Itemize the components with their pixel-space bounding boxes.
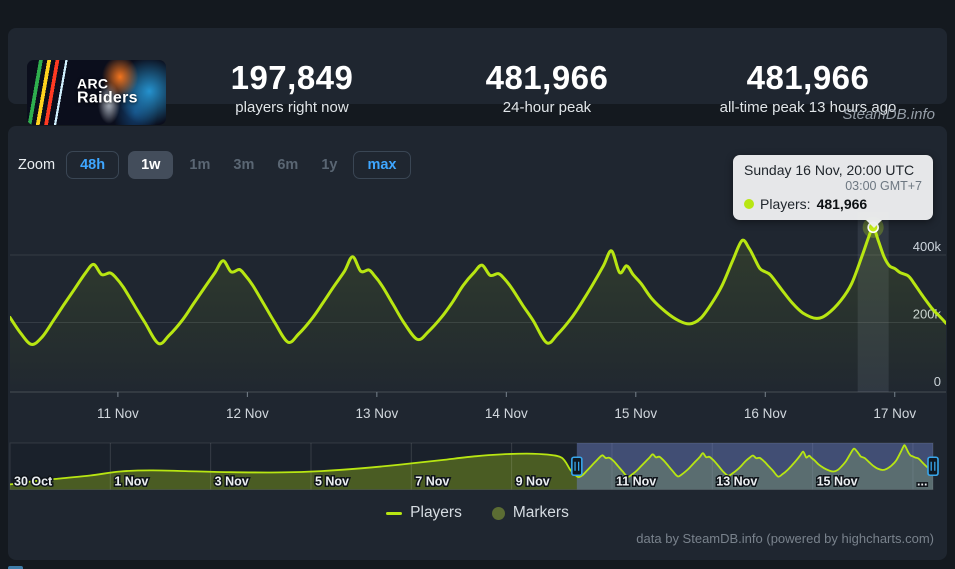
legend-players-label: Players — [410, 504, 462, 521]
zoom-button-max[interactable]: max — [353, 151, 411, 179]
zoom-button-1w[interactable]: 1w — [128, 151, 174, 179]
markers-circle-swatch-icon — [491, 506, 505, 520]
zoom-button-48h[interactable]: 48h — [66, 151, 120, 179]
header-panel: ARC Raiders 197,849 players right now 48… — [8, 28, 947, 125]
tooltip-subtitle: 03:00 GMT+7 — [845, 179, 922, 193]
players-line-swatch-icon — [386, 511, 403, 515]
tooltip-arrow — [866, 220, 882, 228]
tooltip-series-label: Players: — [760, 196, 811, 212]
game-capsule-link[interactable]: ARC Raiders — [27, 60, 166, 125]
zoom-button-1m[interactable]: 1m — [189, 157, 211, 173]
chart-credits: data by SteamDB.info (powered by highcha… — [636, 531, 934, 546]
legend-item-markers[interactable]: Markers — [491, 504, 569, 522]
tooltip-series-dot-icon — [744, 199, 754, 209]
zoom-button-3m[interactable]: 3m — [233, 157, 255, 173]
chart-legend: Players Markers — [8, 504, 947, 522]
tooltip-value: 481,966 — [816, 196, 868, 212]
steamdb-watermark: SteamDB.info — [842, 106, 935, 123]
stat-current-players-value: 197,849 — [230, 59, 354, 96]
zoom-range-selector: Zoom 48h 1w 1m 3m 6m 1y max — [18, 151, 411, 179]
stat-24h-peak-value: 481,966 — [485, 59, 609, 96]
legend-markers-label: Markers — [512, 504, 569, 521]
game-logo: ARC Raiders — [77, 76, 138, 107]
zoom-button-1y[interactable]: 1y — [321, 157, 338, 173]
stat-current-players-label: players right now — [235, 98, 349, 116]
partial-element-below-fold — [8, 566, 23, 569]
stat-24h-peak-label: 24-hour peak — [502, 98, 592, 116]
tooltip-title: Sunday 16 Nov, 20:00 UTC — [744, 162, 915, 178]
zoom-label: Zoom — [18, 157, 56, 173]
stat-24h-peak: 481,966 24-hour peak — [485, 59, 609, 116]
game-logo-line1: ARC — [77, 74, 109, 91]
stat-alltime-peak-label: all-time peak 13 hours ago — [719, 98, 897, 116]
stat-alltime-peak: 481,966 all-time peak 13 hours ago — [719, 59, 897, 116]
zoom-button-6m[interactable]: 6m — [277, 157, 299, 173]
stat-alltime-peak-value: 481,966 — [746, 59, 870, 96]
chart-tooltip: Sunday 16 Nov, 20:00 UTC 03:00 GMT+7 Pla… — [733, 155, 933, 228]
stat-current-players: 197,849 players right now — [230, 59, 354, 116]
legend-item-players[interactable]: Players — [386, 504, 462, 522]
game-logo-line2: Raiders — [77, 89, 138, 107]
